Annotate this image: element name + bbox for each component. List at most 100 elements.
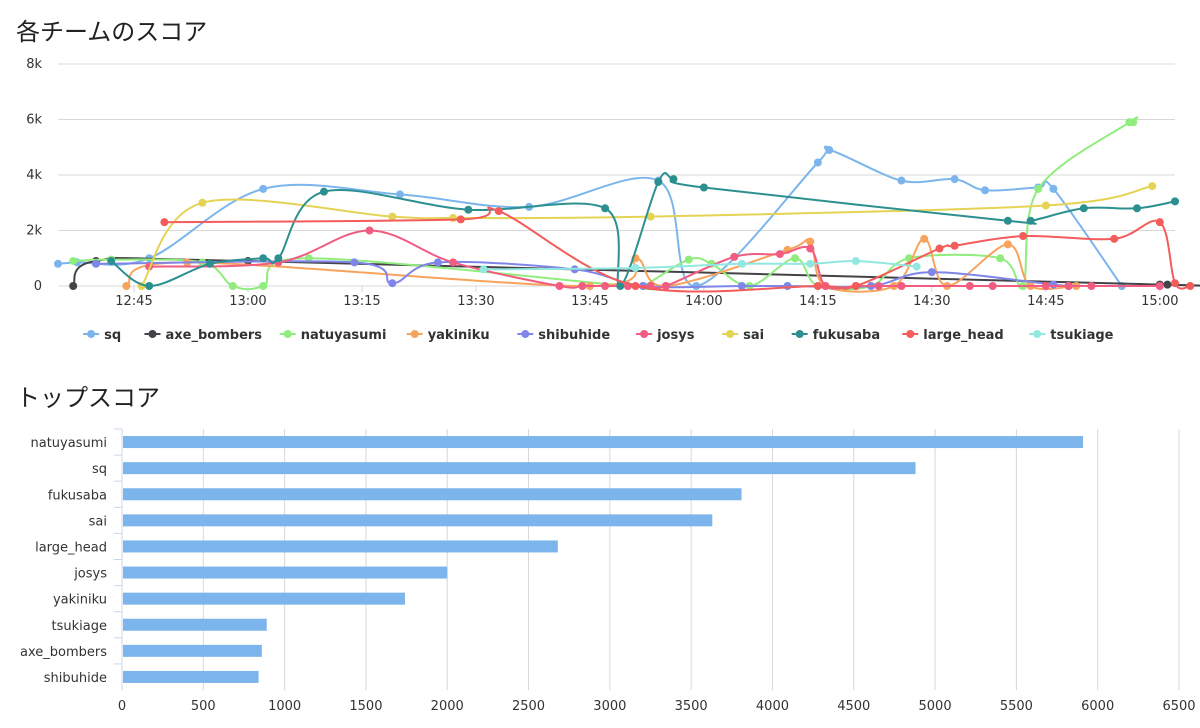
bar-axe_bombers [123, 644, 262, 657]
data-point-tsukiage [479, 265, 488, 274]
data-point-large_head [1186, 282, 1195, 290]
bar-x-tick-label: 1500 [349, 699, 382, 714]
bar-shibuhide [123, 670, 259, 683]
data-point-sq [813, 158, 822, 167]
data-point-sai [1148, 182, 1157, 191]
data-point-fukusaba [1133, 204, 1142, 213]
y-tick-label: 6k [26, 113, 42, 128]
data-point-sq [981, 186, 990, 195]
legend-item-axe_bombers: axe_bombers [144, 328, 262, 343]
data-point-shibuhide [350, 258, 359, 267]
bar-category-label: yakiniku [53, 593, 107, 608]
data-point-tsukiage [631, 263, 640, 272]
data-point-large_head [160, 218, 169, 227]
data-point-sq [1049, 184, 1058, 193]
bar-x-tick-label: 500 [191, 699, 216, 714]
data-point-natuyasumi [791, 254, 800, 263]
data-point-natuyasumi [1129, 118, 1138, 127]
y-tick-label: 8k [26, 57, 42, 72]
bar-x-tick-label: 5000 [919, 699, 952, 714]
bar-x-tick-label: 3000 [593, 699, 626, 714]
data-point-large_head [494, 207, 503, 216]
legend-label-shibuhide: shibuhide [538, 328, 610, 343]
legend-label-large_head: large_head [923, 328, 1003, 343]
data-point-shibuhide [927, 268, 936, 277]
data-point-large_head [456, 215, 465, 224]
bar-x-tick-label: 4000 [756, 699, 789, 714]
data-point-fukusaba [699, 183, 708, 192]
bar-category-label: sai [89, 514, 107, 529]
data-point-yakiniku [122, 282, 131, 290]
data-point-sai [388, 212, 397, 221]
data-point-yakiniku [1003, 240, 1012, 249]
data-point-axe_bombers [69, 282, 78, 290]
data-point-natuyasumi [69, 257, 78, 266]
legend-marker-natuyasumi [283, 330, 292, 338]
data-point-fukusaba [464, 205, 473, 214]
bar-x-tick-label: 2500 [512, 699, 545, 714]
data-point-tsukiage [737, 259, 746, 268]
data-point-josys [775, 250, 784, 259]
data-point-sq [950, 175, 959, 184]
bar-yakiniku [123, 592, 405, 605]
legend-item-natuyasumi: natuyasumi [279, 328, 387, 343]
legend-marker-large_head [906, 330, 915, 338]
data-point-josys [965, 282, 974, 290]
bar-category-label: axe_bombers [20, 645, 107, 660]
x-tick-label: 14:30 [913, 294, 950, 309]
x-tick-label: 13:15 [343, 294, 380, 309]
data-point-josys [806, 244, 815, 253]
legend-item-fukusaba: fukusaba [791, 328, 880, 343]
series-tsukiage [479, 257, 921, 274]
data-point-fukusaba [1003, 216, 1012, 225]
legend-marker-sai [726, 330, 735, 338]
bar-x-tick-label: 6000 [1081, 699, 1114, 714]
data-point-large_head [813, 282, 822, 290]
data-point-tsukiage [912, 262, 921, 271]
series-line-yakiniku [125, 237, 1077, 293]
data-point-axe_bombers [1163, 280, 1172, 289]
bar-fukusaba [123, 488, 742, 501]
data-point-yakiniku [920, 234, 929, 243]
data-point-natuyasumi [228, 282, 237, 290]
bar-category-label: josys [73, 567, 107, 582]
legend-item-shibuhide: shibuhide [517, 328, 610, 343]
legend-item-josys: josys [636, 328, 695, 343]
y-tick-label: 2k [26, 224, 42, 239]
data-point-large_head [851, 282, 860, 290]
series-line-sai [140, 185, 1153, 287]
legend-marker-sq [87, 330, 96, 338]
data-point-sq [259, 184, 268, 193]
data-point-sai [1041, 201, 1050, 210]
legend-item-large_head: large_head [902, 328, 1004, 343]
legend-label-natuyasumi: natuyasumi [301, 328, 387, 343]
data-point-natuyasumi [996, 254, 1005, 263]
legend-label-josys: josys [656, 328, 695, 343]
data-point-josys [578, 282, 587, 290]
y-tick-label: 0 [34, 279, 42, 294]
data-point-large_head [1155, 218, 1164, 227]
data-point-shibuhide [388, 279, 397, 288]
data-point-tsukiage [851, 257, 860, 266]
bar-x-tick-label: 0 [118, 699, 126, 714]
legend-label-sq: sq [104, 328, 121, 343]
x-tick-label: 12:45 [115, 294, 152, 309]
data-point-josys [897, 282, 906, 290]
data-point-shibuhide [433, 258, 442, 267]
data-point-josys [874, 282, 883, 290]
legend-label-yakiniku: yakiniku [428, 328, 490, 343]
bar-x-tick-label: 5500 [1000, 699, 1033, 714]
series-josys [145, 226, 1164, 290]
x-tick-label: 14:00 [685, 294, 722, 309]
legend-label-tsukiage: tsukiage [1050, 328, 1113, 343]
data-point-large_head [1019, 232, 1028, 241]
bar-josys [123, 566, 448, 579]
bar-category-label: tsukiage [52, 619, 107, 634]
data-point-sq [54, 259, 62, 268]
bar-category-label: fukusaba [48, 488, 107, 503]
x-tick-label: 13:30 [457, 294, 494, 309]
x-tick-label: 15:00 [1141, 294, 1178, 309]
data-point-fukusaba [274, 254, 283, 263]
bar-category-label: natuyasumi [31, 436, 108, 451]
data-point-josys [365, 226, 374, 235]
